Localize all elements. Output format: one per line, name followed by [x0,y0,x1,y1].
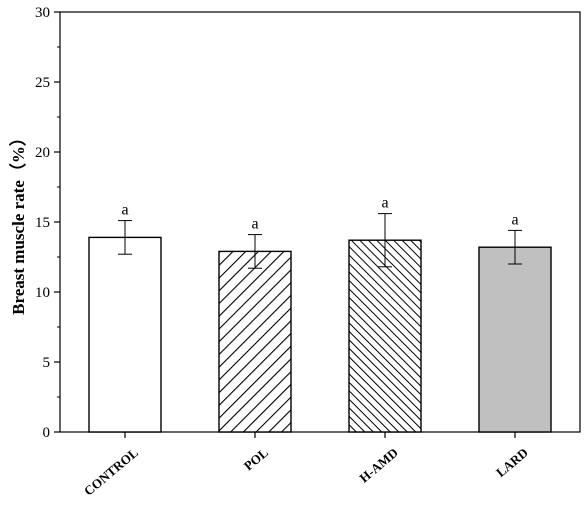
y-tick-label: 0 [43,425,51,441]
category-label-lard: LARD [493,445,531,480]
category-label-h-amd: H-AMD [356,445,400,486]
category-label-control: CONTROL [81,445,141,499]
bar-control [88,236,162,433]
y-tick-label: 15 [35,215,50,231]
y-axis-ticks: 0 5 10 15 20 25 30 [35,5,60,441]
bar-lard [478,246,552,433]
bar-pol [218,250,292,433]
error-bars [118,213,522,269]
y-tick-label: 20 [35,145,50,161]
category-label-pol: POL [241,445,271,474]
significance-label: a [121,202,128,219]
bar-h-amd [348,239,422,433]
y-tick-label: 10 [35,285,50,301]
y-tick-label: 5 [43,355,51,371]
significance-label: a [511,211,518,228]
y-axis-title: Breast muscle rate（%） [8,129,28,315]
category-labels: CONTROL POL H-AMD LARD [81,445,531,499]
bars [88,236,552,433]
significance-label: a [251,216,258,233]
significance-labels: a a a a [121,195,518,233]
y-tick-label: 30 [35,5,50,21]
y-tick-label: 25 [35,75,50,91]
x-axis-ticks [124,432,516,438]
significance-label: a [381,195,388,212]
